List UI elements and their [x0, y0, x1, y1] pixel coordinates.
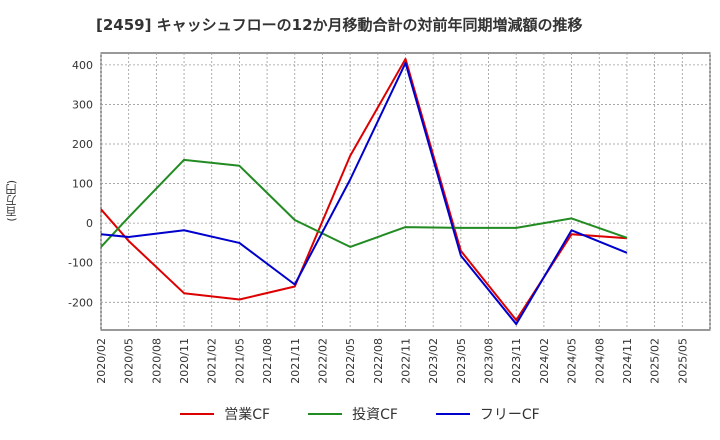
- x-tick-label: 2024/08: [593, 338, 606, 384]
- y-tick-label: 0: [86, 217, 93, 230]
- x-tick-label: 2020/08: [150, 338, 163, 384]
- x-tick-label: 2025/05: [676, 338, 689, 384]
- x-tick-label: 2024/11: [621, 338, 634, 384]
- x-tick-label: 2024/05: [566, 338, 579, 384]
- x-tick-label: 2022/02: [316, 338, 329, 384]
- x-tick-label: 2022/05: [344, 338, 357, 384]
- legend-item-operating-cf: 営業CF: [180, 404, 270, 424]
- legend-swatch-investing-cf: [308, 413, 343, 415]
- x-tick-label: 2021/02: [206, 338, 219, 384]
- x-tick-label: 2025/02: [649, 338, 662, 384]
- y-tick-label: -200: [68, 296, 93, 309]
- x-tick-label: 2022/11: [400, 338, 413, 384]
- x-tick-label: 2021/08: [261, 338, 274, 384]
- plot-area: [100, 52, 711, 331]
- x-tick-label: 2020/11: [178, 338, 191, 384]
- x-tick-label: 2020/05: [123, 338, 136, 384]
- legend-label-investing-cf: 投資CF: [352, 407, 398, 423]
- x-tick-label: 2020/02: [95, 338, 108, 384]
- series-line-free-cf: [100, 61, 628, 326]
- chart-title: [2459] キャッシュフローの12か月移動合計の対前年同期増減額の推移: [96, 16, 583, 34]
- x-tick-label: 2023/02: [427, 338, 440, 384]
- legend-swatch-operating-cf: [180, 413, 215, 415]
- legend-item-free-cf: フリーCF: [435, 404, 540, 424]
- x-tick-label: 2021/05: [233, 338, 246, 384]
- legend-swatch-free-cf: [435, 413, 470, 415]
- legend-label-operating-cf: 営業CF: [224, 407, 271, 423]
- x-tick-label: 2021/11: [289, 338, 302, 384]
- x-tick-label: 2023/11: [510, 338, 523, 384]
- legend-label-free-cf: フリーCF: [479, 407, 540, 423]
- y-tick-label: 200: [72, 138, 93, 151]
- x-tick-label: 2022/08: [372, 338, 385, 384]
- y-tick-label: 100: [72, 178, 93, 191]
- legend-item-investing-cf: 投資CF: [308, 404, 398, 424]
- legend: 営業CF 投資CF フリーCF: [0, 404, 720, 424]
- x-tick-label: 2023/08: [483, 338, 496, 384]
- y-tick-label: -100: [68, 257, 93, 270]
- y-tick-label: 300: [72, 98, 93, 111]
- line-chart: 400 300 200 100 0 -100 -200 2020/02 2020/05 2020/…: [68, 52, 711, 384]
- x-tick-label: 2023/05: [455, 338, 468, 384]
- x-tick-label: 2024/02: [538, 338, 551, 384]
- series-line-investing-cf: [100, 158, 628, 248]
- y-tick-label: 400: [72, 59, 93, 72]
